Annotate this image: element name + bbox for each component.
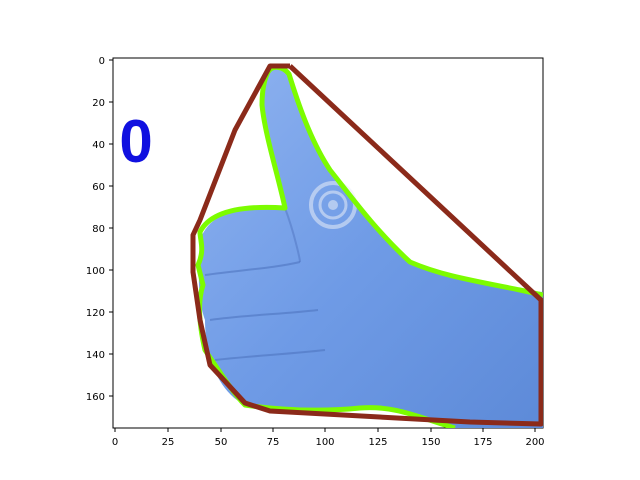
finger-crease-2 [209,309,319,321]
x-tick-label: 200 [525,437,544,448]
x-tick-label: 150 [421,437,440,448]
x-axis: 0 25 50 75 100 125 150 175 200 [112,428,545,448]
y-tick-label: 0 [99,56,105,67]
y-tick-label: 100 [86,266,105,277]
y-tick-label: 20 [92,98,105,109]
convex-hull [190,63,543,427]
y-tick-label: 160 [86,392,105,403]
y-axis: 0 20 40 60 80 100 120 140 160 [86,56,113,403]
overlay-label: 0 [119,108,152,175]
finger-crease-3 [214,349,326,361]
x-tick-label: 175 [473,437,492,448]
x-tick-label: 75 [267,437,280,448]
x-tick-label: 50 [215,437,228,448]
y-tick-label: 140 [86,350,105,361]
hand-shape [198,67,543,428]
x-tick-label: 0 [112,437,118,448]
y-tick-label: 120 [86,308,105,319]
x-tick-label: 100 [315,437,334,448]
thumb-crease [284,207,301,263]
y-tick-label: 80 [92,224,105,235]
y-tick-label: 40 [92,140,105,151]
finger-crease-1 [204,261,301,276]
y-tick-label: 60 [92,182,105,193]
hand-contour [195,64,543,428]
image-area: 0 [119,63,543,428]
x-tick-label: 25 [162,437,175,448]
x-tick-label: 125 [368,437,387,448]
